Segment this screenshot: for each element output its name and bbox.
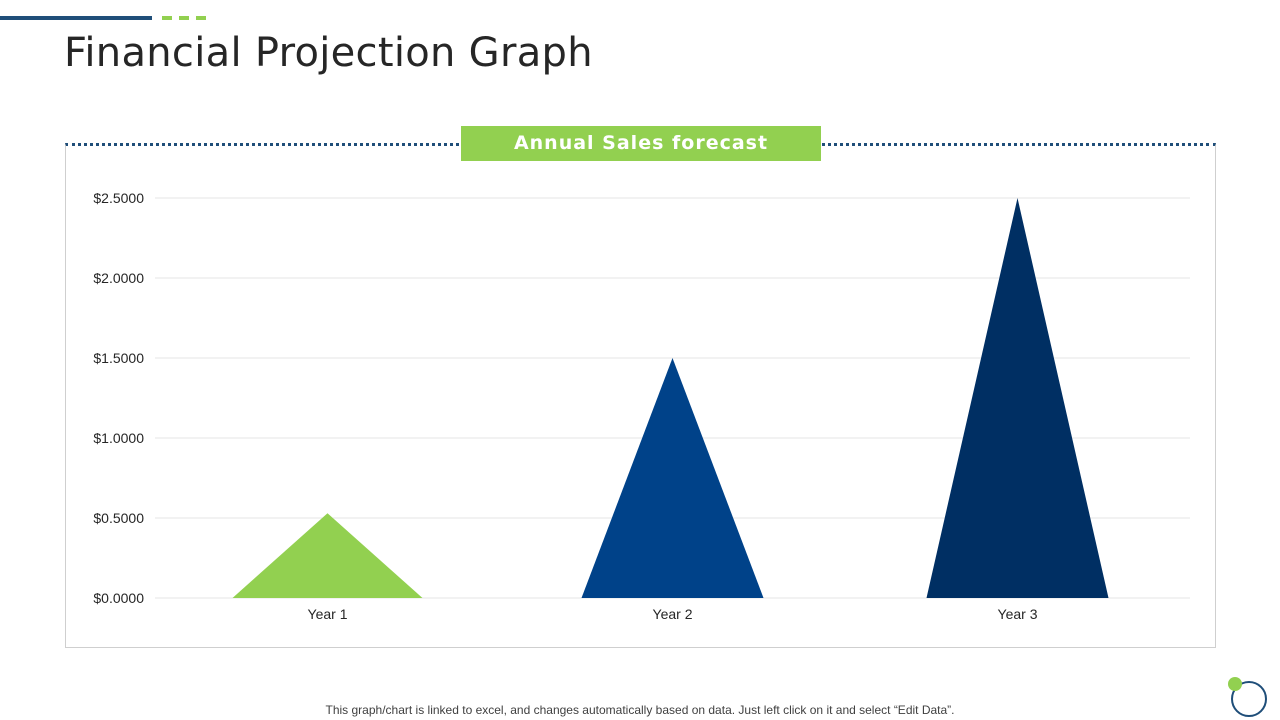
y-tick-label: $0.0000 [93, 590, 144, 606]
top-accent-dash [196, 16, 206, 20]
bar-year-3[interactable] [926, 198, 1109, 598]
y-tick-label: $1.0000 [93, 430, 144, 446]
chart-title: Annual Sales forecast [461, 126, 821, 161]
y-tick-label: $1.5000 [93, 350, 144, 366]
page-title: Financial Projection Graph [64, 30, 593, 76]
top-accent-dash [162, 16, 172, 20]
top-accent-bar [0, 16, 152, 20]
bar-year-2[interactable] [581, 358, 764, 598]
corner-dot-decoration [1228, 677, 1242, 691]
corner-circle-decoration [1231, 681, 1267, 717]
x-tick-label: Year 1 [308, 606, 348, 622]
x-tick-label: Year 3 [998, 606, 1038, 622]
footer-note: This graph/chart is linked to excel, and… [325, 703, 955, 717]
y-tick-label: $0.5000 [93, 510, 144, 526]
y-tick-label: $2.0000 [93, 270, 144, 286]
x-tick-label: Year 2 [653, 606, 693, 622]
bar-year-1[interactable] [232, 513, 423, 598]
y-tick-label: $2.5000 [93, 190, 144, 206]
top-accent-dash [179, 16, 189, 20]
